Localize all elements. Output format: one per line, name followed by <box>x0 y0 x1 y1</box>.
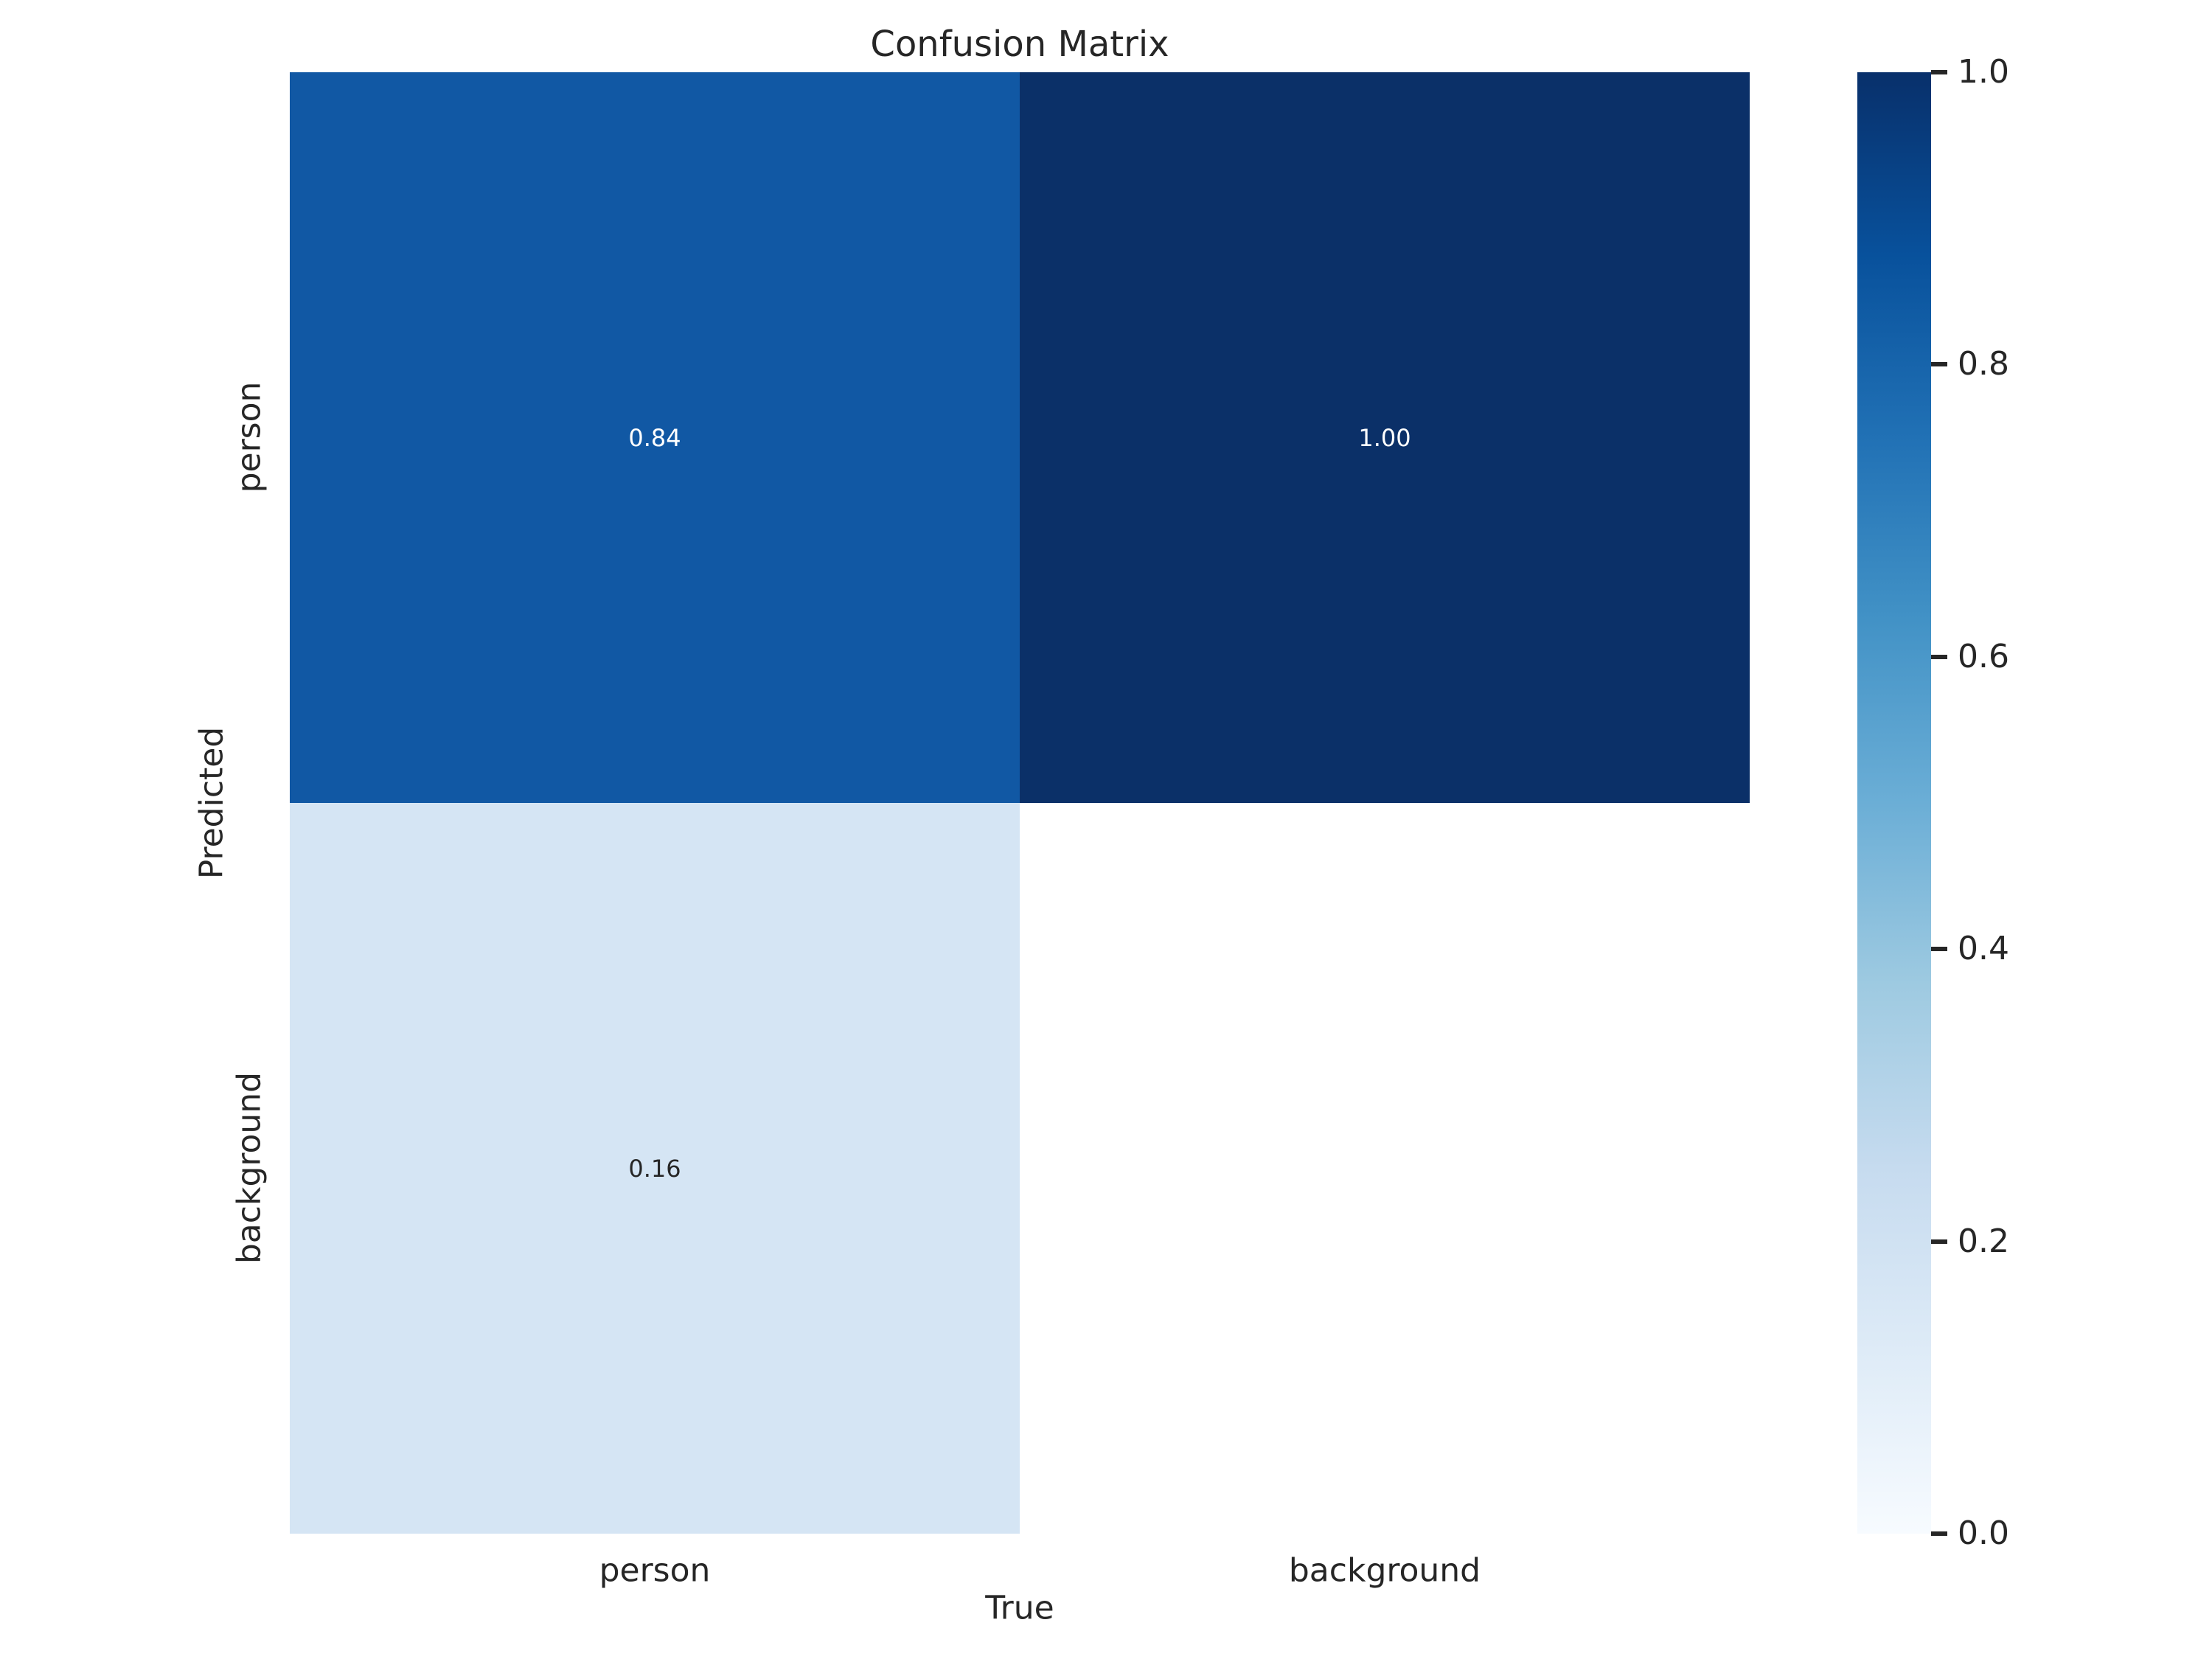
x-tick-person: person <box>599 1551 711 1590</box>
colorbar-ticks: 1.0 0.8 0.6 0.4 0.2 0.0 <box>1931 56 2115 1550</box>
heatmap-cell-background-background <box>1020 803 1750 1534</box>
cell-value-label: 1.00 <box>1358 423 1411 452</box>
colorbar <box>1857 72 1931 1534</box>
tick-mark <box>1931 1531 1947 1536</box>
heatmap-cell-background-person: 0.16 <box>290 803 1020 1534</box>
colorbar-tick: 0.8 <box>1931 348 2009 380</box>
colorbar-tick-label: 0.2 <box>1958 1222 2009 1260</box>
colorbar-tick-label: 0.0 <box>1958 1514 2009 1552</box>
x-axis-label: True <box>985 1589 1054 1627</box>
chart-title: Confusion Matrix <box>870 24 1169 65</box>
colorbar-tick-label: 1.0 <box>1958 53 2009 91</box>
colorbar-tick-label: 0.4 <box>1958 930 2009 968</box>
tick-mark <box>1931 362 1947 367</box>
colorbar-tick: 0.4 <box>1931 933 2009 965</box>
y-tick-background: background <box>230 1071 268 1265</box>
tick-mark <box>1931 654 1947 659</box>
x-tick-background: background <box>1288 1551 1481 1590</box>
colorbar-tick: 1.0 <box>1931 56 2009 88</box>
cell-value-label: 0.84 <box>628 423 681 452</box>
y-axis-label: Predicted <box>192 726 231 880</box>
colorbar-tick-label: 0.8 <box>1958 345 2009 383</box>
tick-mark <box>1931 70 1947 74</box>
cell-value-label: 0.16 <box>628 1154 681 1183</box>
y-tick-person: person <box>230 381 268 493</box>
colorbar-tick: 0.2 <box>1931 1225 2009 1258</box>
colorbar-tick: 0.0 <box>1931 1517 2009 1550</box>
colorbar-tick-label: 0.6 <box>1958 637 2009 675</box>
tick-mark <box>1931 1239 1947 1244</box>
tick-mark <box>1931 947 1947 952</box>
heatmap-cell-person-person: 0.84 <box>290 72 1020 803</box>
heatmap: 0.84 1.00 0.16 <box>290 72 1750 1534</box>
colorbar-tick: 0.6 <box>1931 637 2009 675</box>
heatmap-cell-person-background: 1.00 <box>1020 72 1750 803</box>
